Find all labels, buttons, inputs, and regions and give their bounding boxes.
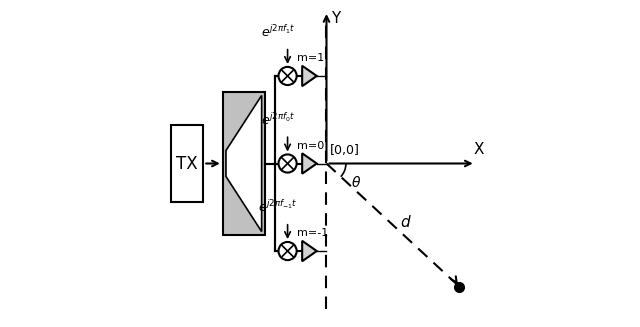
Circle shape xyxy=(278,67,297,85)
Circle shape xyxy=(278,154,297,173)
Text: Y: Y xyxy=(332,11,340,26)
Text: m=1: m=1 xyxy=(298,53,324,63)
Polygon shape xyxy=(302,241,317,261)
Text: $e^{j2\pi f_0 t}$: $e^{j2\pi f_0 t}$ xyxy=(260,112,295,128)
Circle shape xyxy=(278,242,297,260)
Polygon shape xyxy=(226,95,262,232)
Text: $\theta$: $\theta$ xyxy=(351,176,361,190)
Text: $e^{j2\pi f_{-1} t}$: $e^{j2\pi f_{-1} t}$ xyxy=(258,199,298,215)
FancyBboxPatch shape xyxy=(171,125,204,202)
Polygon shape xyxy=(302,66,317,86)
Text: TX: TX xyxy=(176,154,198,173)
Text: $d$: $d$ xyxy=(400,214,412,230)
FancyBboxPatch shape xyxy=(223,92,265,235)
Text: m=0: m=0 xyxy=(298,141,324,150)
Text: X: X xyxy=(474,142,484,157)
Text: m=-1: m=-1 xyxy=(298,228,328,238)
Polygon shape xyxy=(302,153,317,174)
Text: $e^{j2\pi f_1 t}$: $e^{j2\pi f_1 t}$ xyxy=(260,25,295,40)
Text: [0,0]: [0,0] xyxy=(330,144,360,157)
